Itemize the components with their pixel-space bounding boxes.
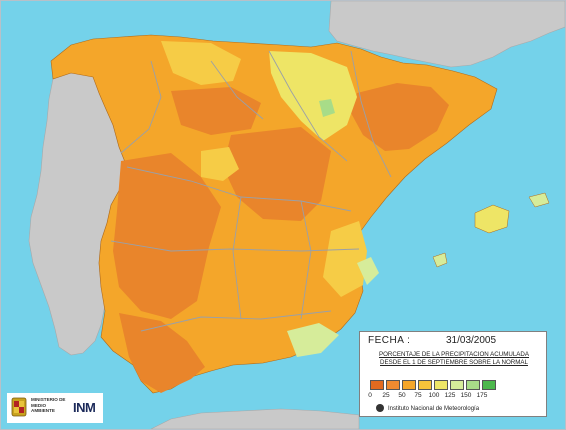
credit-text: Instituto Nacional de Meteorología — [388, 406, 480, 412]
zone-yellow-east-coast — [323, 221, 367, 297]
legend-tick: 150 — [460, 392, 472, 399]
inm-logo: INM — [73, 400, 96, 415]
ibiza — [432, 252, 448, 268]
date-value: 31/03/2005 — [446, 335, 497, 346]
zone-yellow-north — [161, 41, 241, 85]
date-row: FECHA : 31/03/2005 — [368, 335, 496, 346]
zone-dark-orange-west — [113, 153, 221, 319]
subtitle-line-1: PORCENTAJE DE LA PRECIPITACION ACUMULADA — [378, 351, 530, 358]
region-borders — [110, 50, 392, 332]
legend-swatch — [386, 380, 400, 390]
legend-swatch — [450, 380, 464, 390]
legend-swatch — [418, 380, 432, 390]
subtitle-line-2: DESDE EL 1 DE SEPTIEMBRE SOBRE LA NORMAL — [380, 358, 528, 366]
legend-swatch — [482, 380, 496, 390]
legend: FECHA : 31/03/2005 PORCENTAJE DE LA PREC… — [359, 331, 547, 417]
credit: Instituto Nacional de Meteorología — [376, 404, 479, 412]
zone-yellow-ebro — [269, 51, 357, 141]
logos: MINISTERIO DE MEDIO AMBIENTE INM — [7, 393, 103, 423]
inm-emblem-icon — [376, 404, 384, 412]
legend-tick: 175 — [476, 392, 488, 399]
legend-tick: 100 — [428, 392, 440, 399]
zone-lightgreen-east — [357, 257, 379, 285]
ministry-name: MINISTERIO DE MEDIO AMBIENTE — [31, 397, 66, 413]
zone-dark-orange-east — [351, 83, 449, 151]
scale-ticks: 0 25 50 75 100 125 150 175 — [364, 392, 544, 401]
menorca — [528, 192, 550, 208]
zone-lightgreen-southeast — [287, 323, 339, 357]
coat-of-arms-icon — [11, 397, 27, 417]
africa-land — [150, 408, 360, 429]
zone-dark-orange-south — [119, 313, 205, 393]
legend-subtitle: PORCENTAJE DE LA PRECIPITACION ACUMULADA… — [366, 351, 542, 366]
legend-swatch — [434, 380, 448, 390]
legend-tick: 25 — [382, 392, 390, 399]
legend-tick: 50 — [398, 392, 406, 399]
legend-swatch — [370, 380, 384, 390]
color-scale — [370, 380, 498, 390]
zone-dark-orange-north — [171, 87, 261, 135]
france-land — [328, 1, 565, 68]
legend-swatch — [466, 380, 480, 390]
legend-tick: 75 — [414, 392, 422, 399]
legend-tick: 125 — [444, 392, 456, 399]
zone-yellow-center — [201, 147, 239, 181]
mallorca — [474, 204, 510, 234]
legend-tick: 0 — [368, 392, 372, 399]
date-label: FECHA : — [368, 335, 411, 346]
zone-green-ebro — [319, 99, 335, 117]
legend-swatch — [402, 380, 416, 390]
